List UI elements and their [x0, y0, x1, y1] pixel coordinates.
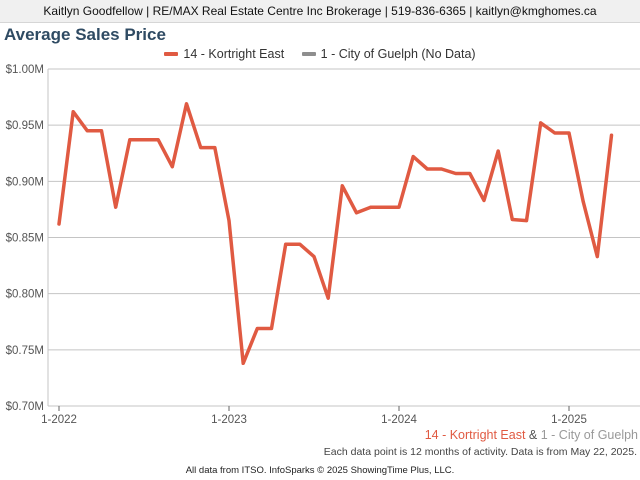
data-point [85, 129, 89, 133]
x-tick-label: 1-2023 [211, 414, 247, 425]
data-point [71, 110, 75, 114]
data-point [57, 222, 61, 226]
legend-swatch-city-of-guelph [301, 52, 316, 56]
data-point [255, 326, 259, 330]
data-point [369, 205, 373, 209]
data-footnote: Each data point is 12 months of activity… [323, 446, 637, 458]
data-point [553, 131, 557, 135]
data-point [411, 155, 415, 159]
data-point [142, 138, 146, 142]
data-point [241, 361, 245, 365]
data-point [170, 165, 174, 169]
data-point [397, 205, 401, 209]
y-tick-label: $0.85M [6, 233, 44, 245]
chart-title: Average Sales Price [4, 25, 166, 44]
contact-header: Kaitlyn Goodfellow | RE/MAX Real Estate … [0, 0, 640, 23]
y-tick-label: $0.80M [6, 289, 44, 301]
y-tick-label: $0.95M [6, 120, 44, 132]
data-point [340, 184, 344, 188]
bottom-legend-kortright-east: 14 - Kortright East [424, 428, 526, 442]
data-point [312, 255, 316, 259]
data-point [482, 198, 486, 202]
data-point [440, 167, 443, 171]
data-point [595, 255, 599, 259]
data-point [510, 218, 514, 222]
legend-label-kortright-east: 14 - Kortright East [183, 47, 285, 61]
data-point [355, 211, 358, 215]
data-point [383, 205, 387, 209]
data-point [100, 129, 103, 133]
x-tick-label: 1-2025 [551, 414, 587, 425]
data-point [454, 171, 458, 175]
x-tick-label: 1-2024 [381, 414, 417, 425]
data-point [227, 219, 231, 223]
data-point [114, 205, 118, 209]
data-point [525, 219, 528, 223]
data-point [185, 102, 188, 106]
x-tick-label: 1-2022 [41, 414, 77, 425]
data-point [581, 200, 585, 204]
data-point [567, 131, 571, 135]
data-point [326, 296, 330, 300]
data-point [539, 121, 543, 125]
legend-item-city-of-guelph[interactable]: 1 - City of Guelph (No Data) [301, 47, 476, 61]
data-point [298, 242, 302, 246]
data-point [128, 138, 132, 142]
data-point [284, 242, 288, 246]
data-credit: All data from ITSO. InfoSparks © 2025 Sh… [185, 465, 455, 476]
data-point [213, 146, 217, 150]
y-tick-label: $0.75M [6, 345, 44, 357]
legend-item-kortright-east[interactable]: 14 - Kortright East [164, 47, 284, 61]
chart-legend: 14 - Kortright East 1 - City of Guelph (… [0, 45, 640, 61]
data-point [156, 138, 160, 142]
data-point [496, 149, 500, 153]
data-point [610, 133, 613, 137]
y-tick-label: $0.90M [6, 176, 44, 188]
y-tick-label: $1.00M [6, 64, 44, 76]
data-point [270, 326, 273, 330]
y-tick-label: $0.70M [6, 401, 44, 413]
series-line-kortright-east [57, 102, 614, 366]
bottom-legend-joiner: & [525, 428, 541, 442]
data-point [199, 146, 203, 150]
legend-label-city-of-guelph: 1 - City of Guelph (No Data) [320, 47, 476, 61]
bottom-legend-city-of-guelph: 1 - City of Guelph [540, 428, 638, 442]
data-point [425, 167, 429, 171]
data-point [468, 171, 472, 175]
legend-swatch-kortright-east [164, 52, 179, 56]
bottom-legend: 14 - Kortright East & 1 - City of Guelph [425, 428, 638, 442]
line-chart: $0.70M $0.75M $0.80M $0.85M $0.90M $0.95M $1.0… [6, 64, 640, 425]
